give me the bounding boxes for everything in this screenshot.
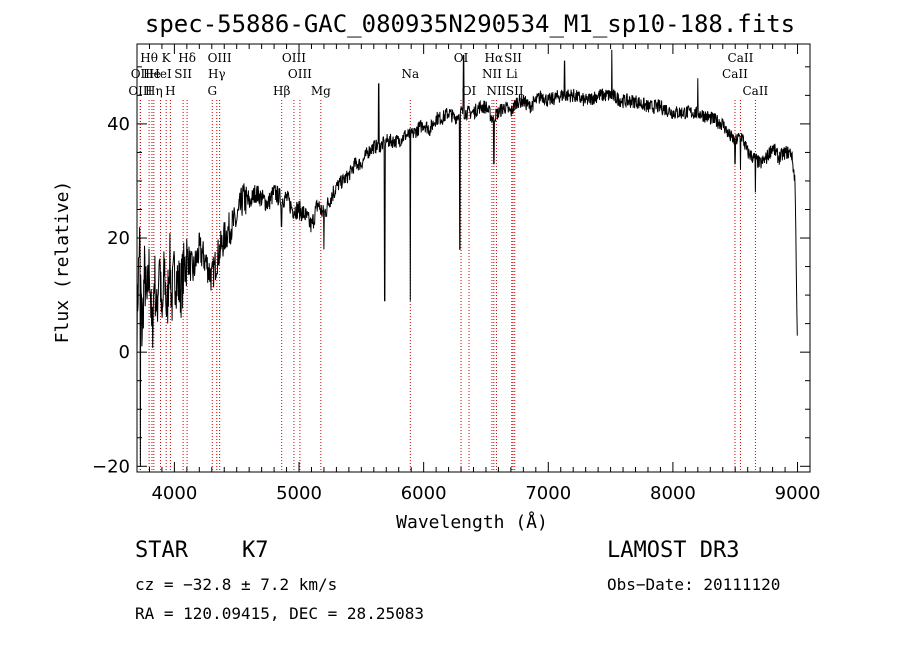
line-label-0: Hθ [140,51,158,65]
line-label-24: Li [506,67,518,81]
line-label-28: CaII [742,84,768,98]
line-label-27: CaII [722,67,748,81]
x-tick-label-6000: 6000 [401,483,447,504]
line-label-26: CaII [728,51,754,65]
line-label-20: Hα [485,51,504,65]
line-label-7: HeI [149,67,172,81]
x-tick-label-8000: 8000 [650,483,696,504]
line-label-19: OI [462,84,477,98]
line-label-2: OIII [128,84,152,98]
y-tick-label-0: −20 [92,456,130,477]
chart-title: spec-55886-GAC_080935N290534_M1_sp10-188… [145,10,795,38]
line-label-16: Mg [311,84,331,98]
y-axis-label: Flux (relative) [52,181,73,344]
plot-frame [136,43,811,473]
x-tick-label-9000: 9000 [775,483,821,504]
y-tick-label-3: 40 [107,114,130,135]
axis-tick-labels: 4000 5000 6000 7000 8000 9000 −20 0 20 40 [92,114,820,504]
line-label-15: OIII [288,67,312,81]
spectral-line-markers [139,100,756,472]
x-axis-label: Wavelength (Å) [396,511,548,533]
line-label-10: OIII [208,51,232,65]
line-label-21: NII [482,67,502,81]
line-label-11: Hγ [208,67,226,81]
line-label-18: OI [454,51,469,65]
line-label-22: NII [486,84,506,98]
line-label-13: Hβ [273,84,290,98]
x-tick-label-4000: 4000 [151,483,197,504]
spectrum-line [136,49,798,467]
line-label-5: K [162,51,172,65]
line-label-8: SII [174,67,192,81]
y-tick-label-2: 20 [107,228,130,249]
object-subclass: K7 [242,538,269,563]
line-label-3: He [143,67,161,81]
x-tick-label-7000: 7000 [525,483,571,504]
line-label-12: G [207,84,217,98]
line-label-4: Hη [145,84,163,98]
line-label-17: Na [401,67,419,81]
redshift-velocity: cz = −32.8 ± 7.2 km/s [135,575,338,594]
axis-ticks [137,44,810,472]
line-label-9: Hδ [178,51,196,65]
line-label-6: H [165,84,175,98]
line-label-14: OIII [282,51,306,65]
coordinates: RA = 120.09415, DEC = 28.25083 [135,604,424,623]
object-class: STAR [135,538,188,563]
spectrum-series [136,49,798,467]
survey-name: LAMOST DR3 [607,538,740,563]
x-tick-label-5000: 5000 [276,483,322,504]
line-label-1: OII [131,67,151,81]
y-tick-label-1: 0 [119,342,130,363]
line-label-23: SII [504,51,522,65]
observation-date: Obs−Date: 20111120 [607,575,781,594]
